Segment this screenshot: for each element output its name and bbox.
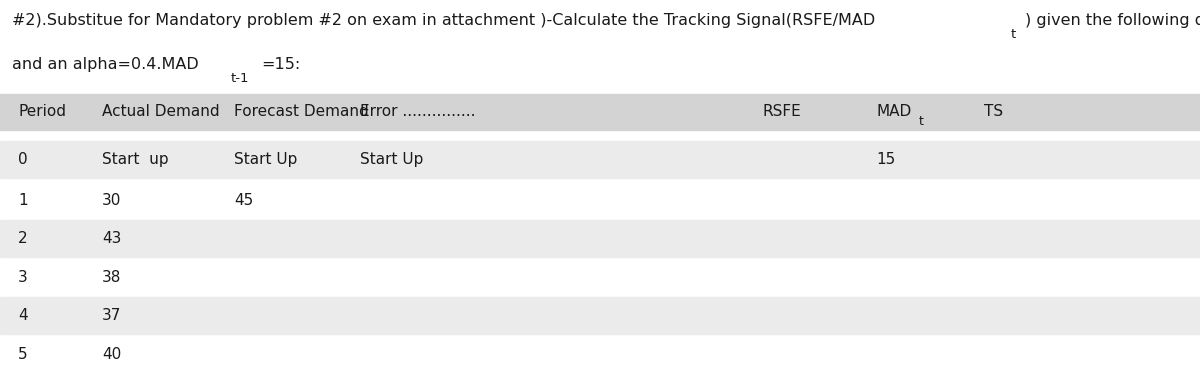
Text: Period: Period [18,105,66,119]
Text: MAD: MAD [876,105,911,119]
Text: 43: 43 [102,231,121,246]
Text: Actual Demand: Actual Demand [102,105,220,119]
Text: 4: 4 [18,308,28,323]
Text: 30: 30 [102,193,121,207]
Text: t: t [1010,28,1015,40]
Text: Forecast Demand: Forecast Demand [234,105,368,119]
Text: =15:: =15: [262,57,301,72]
Text: Start  up: Start up [102,152,169,167]
Text: ) given the following data: ) given the following data [1025,13,1200,28]
Text: #2).Substitue for Mandatory problem #2 on exam in attachment )-Calculate the Tra: #2).Substitue for Mandatory problem #2 o… [12,13,875,28]
Text: 15: 15 [876,152,895,167]
Text: 5: 5 [18,347,28,361]
Text: 45: 45 [234,193,253,207]
Bar [0,141,1200,178]
Text: 0: 0 [18,152,28,167]
Bar [0,94,1200,130]
Bar [0,220,1200,257]
Text: t: t [919,115,924,128]
Text: 37: 37 [102,308,121,323]
Text: Start Up: Start Up [360,152,424,167]
Bar [0,297,1200,334]
Text: 3: 3 [18,270,28,284]
Text: 40: 40 [102,347,121,361]
Text: 38: 38 [102,270,121,284]
Text: RSFE: RSFE [762,105,800,119]
Text: Start Up: Start Up [234,152,298,167]
Text: 1: 1 [18,193,28,207]
Text: TS: TS [984,105,1003,119]
Text: t-1: t-1 [230,72,248,84]
Text: and an alpha=0.4.MAD: and an alpha=0.4.MAD [12,57,199,72]
Text: Error ...............: Error ............... [360,105,475,119]
Text: 2: 2 [18,231,28,246]
